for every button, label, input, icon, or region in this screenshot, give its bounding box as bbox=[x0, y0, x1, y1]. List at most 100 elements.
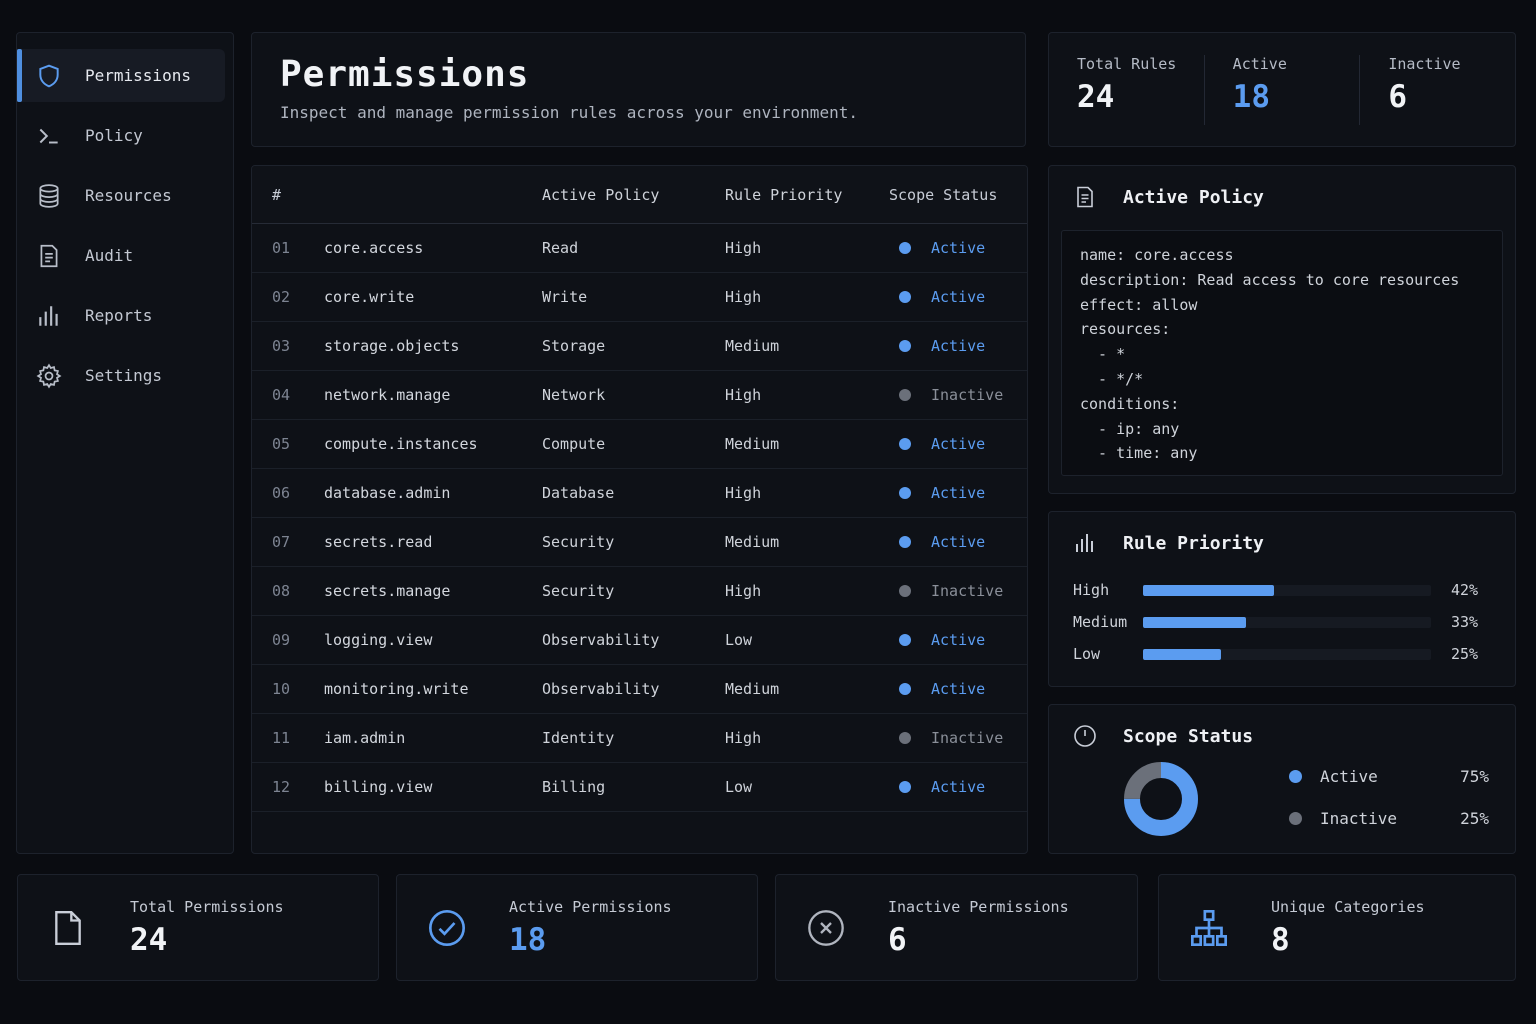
legend-item-inactive: Inactive 25% bbox=[1289, 809, 1489, 828]
card-title: Rule Priority bbox=[1123, 532, 1264, 554]
status-dot bbox=[899, 438, 911, 450]
status-label: Active bbox=[931, 337, 986, 355]
rule-name: secrets.read bbox=[324, 533, 433, 551]
rule-name: core.write bbox=[324, 288, 415, 306]
table-body: 01 core.access Read High Active 02 core.write W… bbox=[252, 224, 1027, 812]
table-row[interactable]: 12 billing.view Billing Low Active bbox=[252, 763, 1027, 812]
stat-label: Unique Categories bbox=[1271, 897, 1425, 916]
row-number: 08 bbox=[272, 582, 291, 600]
status-dot bbox=[899, 291, 911, 303]
rule-status: Inactive bbox=[889, 729, 1027, 747]
table-row[interactable]: 10 monitoring.write Observability Medium Act… bbox=[252, 665, 1027, 714]
legend-label: Active bbox=[1320, 767, 1378, 786]
document-icon bbox=[35, 242, 63, 270]
column-header-number[interactable]: # bbox=[272, 185, 282, 204]
rule-status: Active bbox=[889, 239, 1027, 257]
row-number: 02 bbox=[272, 288, 291, 306]
status-dot bbox=[899, 683, 911, 695]
table-row[interactable]: 06 database.admin Database High Active bbox=[252, 469, 1027, 518]
legend-dot bbox=[1289, 770, 1302, 783]
rule-policy: Database bbox=[542, 484, 615, 502]
rule-policy: Observability bbox=[542, 631, 660, 649]
card-title: Scope Status bbox=[1123, 725, 1254, 747]
row-number: 06 bbox=[272, 484, 291, 502]
scope-donut-chart bbox=[1124, 762, 1198, 836]
terminal-icon bbox=[35, 122, 63, 150]
legend-percent: 25% bbox=[1460, 809, 1489, 828]
rule-name: secrets.manage bbox=[324, 582, 451, 600]
rule-policy: Network bbox=[542, 386, 606, 404]
status-label: Active bbox=[931, 435, 986, 453]
sidebar-item-reports[interactable]: Reports bbox=[17, 289, 225, 342]
stat-value: 18 bbox=[1232, 78, 1270, 115]
column-header-policy[interactable]: Active Policy bbox=[542, 185, 660, 204]
row-number: 12 bbox=[272, 778, 291, 796]
rule-status: Inactive bbox=[889, 582, 1027, 600]
card-title: Active Policy bbox=[1123, 186, 1264, 208]
rule-name: storage.objects bbox=[324, 337, 460, 355]
status-dot bbox=[899, 487, 911, 499]
rule-status: Active bbox=[889, 631, 1027, 649]
file-icon bbox=[48, 908, 88, 948]
rule-name: network.manage bbox=[324, 386, 451, 404]
sidebar-item-label: Settings bbox=[85, 366, 163, 385]
stat-label: Total Permissions bbox=[130, 897, 284, 916]
priority-label: Low bbox=[1073, 645, 1101, 663]
column-header-status[interactable]: Scope Status bbox=[889, 185, 998, 204]
status-label: Active bbox=[931, 680, 986, 698]
row-number: 11 bbox=[272, 729, 291, 747]
table-row[interactable]: 04 network.manage Network High Inactive bbox=[252, 371, 1027, 420]
column-header-priority[interactable]: Rule Priority bbox=[725, 185, 843, 204]
table-row[interactable]: 07 secrets.read Security Medium Active bbox=[252, 518, 1027, 567]
stat-value: 24 bbox=[130, 921, 168, 958]
row-number: 07 bbox=[272, 533, 291, 551]
sidebar-item-resources[interactable]: Resources bbox=[17, 169, 225, 222]
table-row[interactable]: 02 core.write Write High Active bbox=[252, 273, 1027, 322]
status-label: Inactive bbox=[931, 582, 1004, 600]
page-header: Permissions Inspect and manage permissio… bbox=[251, 32, 1026, 147]
legend-percent: 75% bbox=[1460, 767, 1489, 786]
stat-label: Inactive bbox=[1388, 54, 1461, 73]
table-row[interactable]: 09 logging.view Observability Low Active bbox=[252, 616, 1027, 665]
priority-bar-fill bbox=[1143, 616, 1246, 628]
priority-percent: 25% bbox=[1451, 645, 1479, 663]
status-dot bbox=[899, 340, 911, 352]
check-circle-icon bbox=[427, 908, 467, 948]
sidebar-item-policy[interactable]: Policy bbox=[17, 109, 225, 162]
rule-status: Active bbox=[889, 533, 1027, 551]
priority-percent: 42% bbox=[1451, 581, 1479, 599]
row-number: 05 bbox=[272, 435, 291, 453]
rule-name: billing.view bbox=[324, 778, 433, 796]
sidebar-item-label: Permissions bbox=[85, 66, 191, 85]
stat-value: 8 bbox=[1271, 921, 1290, 958]
table-row[interactable]: 11 iam.admin Identity High Inactive bbox=[252, 714, 1027, 763]
status-dot bbox=[899, 732, 911, 744]
stat-card-total-permissions: Total Permissions 24 bbox=[17, 874, 379, 981]
row-number: 01 bbox=[272, 239, 291, 257]
rule-priority: High bbox=[725, 386, 762, 404]
table-row[interactable]: 05 compute.instances Compute Medium Active bbox=[252, 420, 1027, 469]
bar-chart-icon bbox=[1076, 534, 1093, 552]
table-row[interactable]: 01 core.access Read High Active bbox=[252, 224, 1027, 273]
rule-policy: Identity bbox=[542, 729, 615, 747]
hierarchy-icon bbox=[1189, 908, 1229, 948]
table-row[interactable]: 03 storage.objects Storage Medium Active bbox=[252, 322, 1027, 371]
status-label: Active bbox=[931, 778, 986, 796]
status-label: Inactive bbox=[931, 729, 1004, 747]
database-icon bbox=[35, 182, 63, 210]
sidebar-item-settings[interactable]: Settings bbox=[17, 349, 225, 402]
status-dot bbox=[899, 389, 911, 401]
rule-priority: Medium bbox=[725, 680, 780, 698]
priority-bar-track bbox=[1143, 648, 1431, 660]
rule-status: Active bbox=[889, 435, 1027, 453]
stat-label: Active Permissions bbox=[509, 897, 672, 916]
sidebar-item-label: Reports bbox=[85, 306, 153, 325]
rule-priority-card: Rule Priority High 42% Medium 33% Low 25% bbox=[1048, 511, 1516, 687]
rule-priority: High bbox=[725, 239, 762, 257]
sidebar-item-label: Policy bbox=[85, 126, 143, 145]
sidebar-item-permissions[interactable]: Permissions bbox=[17, 49, 225, 102]
table-row[interactable]: 08 secrets.manage Security High Inactive bbox=[252, 567, 1027, 616]
sidebar-item-audit[interactable]: Audit bbox=[17, 229, 225, 282]
rule-policy: Billing bbox=[542, 778, 606, 796]
gear-icon bbox=[35, 362, 63, 390]
